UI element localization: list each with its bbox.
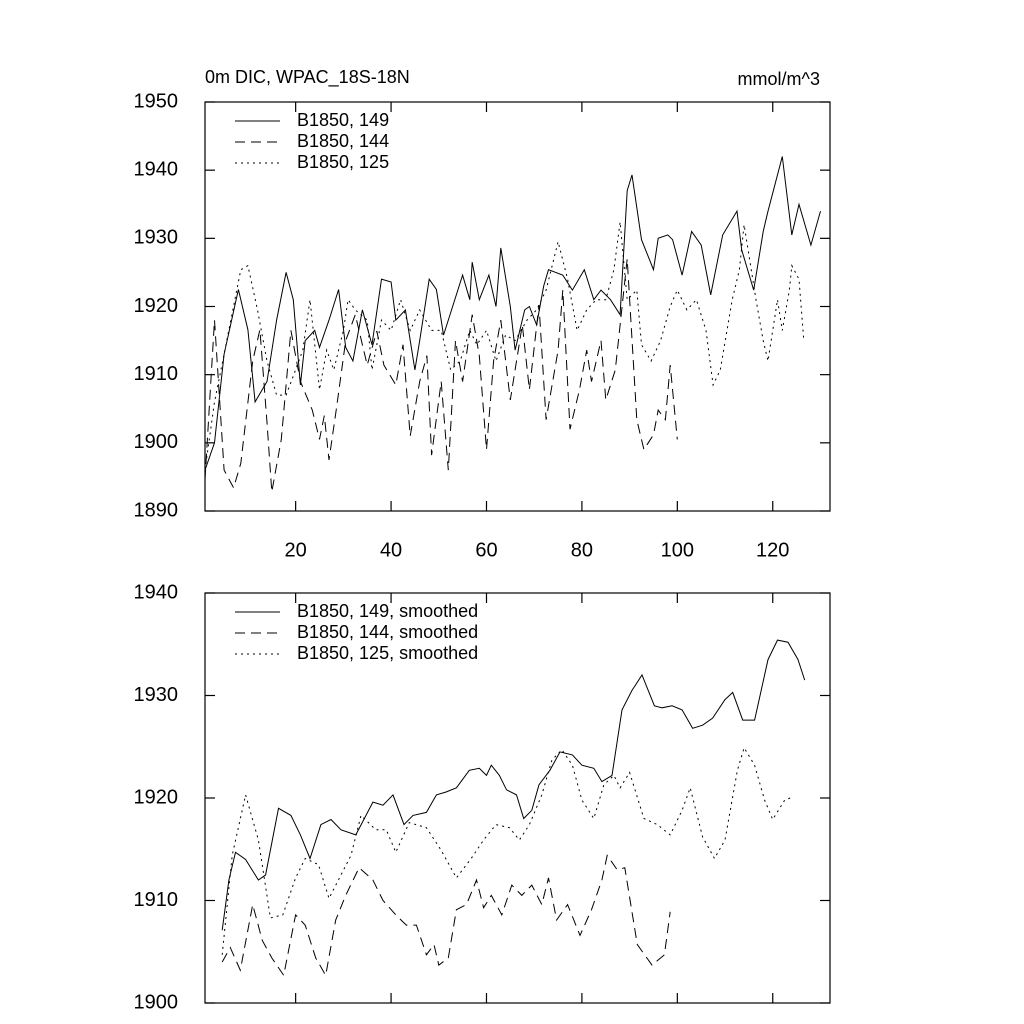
y-tick-label: 1900 [134,431,179,453]
legend-label: B1850, 125 [297,152,389,172]
y-tick-label: 1890 [134,499,179,521]
y-tick-label: 1900 [134,991,179,1013]
y-tick-label: 1940 [134,158,179,180]
series-line [204,221,805,471]
x-tick-label: 100 [661,539,694,561]
legend-label: B1850, 149, smoothed [297,601,478,621]
y-tick-label: 1930 [134,684,179,706]
chart-title: 0m DIC, WPAC_18S-18N [205,67,410,88]
series-line [204,156,821,471]
y-tick-label: 1910 [134,363,179,385]
y-tick-label: 1920 [134,295,179,317]
series-line [221,639,806,931]
y-tick-label: 1920 [134,786,179,808]
x-tick-label: 40 [380,539,402,561]
legend-label: B1850, 125, smoothed [297,643,478,663]
x-tick-label: 120 [756,539,789,561]
legend-label: B1850, 144, smoothed [297,622,478,642]
units-label: mmol/m^3 [738,69,820,89]
y-tick-label: 1950 [134,90,179,112]
y-tick-label: 1940 [134,581,179,603]
y-tick-label: 1910 [134,889,179,911]
legend-label: B1850, 144 [297,131,389,151]
series-line [221,854,671,977]
x-tick-label: 60 [475,539,497,561]
series-line [221,746,793,955]
y-tick-label: 1930 [134,227,179,249]
series-line [204,258,678,492]
x-tick-label: 80 [571,539,593,561]
legend-label: B1850, 149 [297,110,389,130]
x-tick-label: 20 [285,539,307,561]
